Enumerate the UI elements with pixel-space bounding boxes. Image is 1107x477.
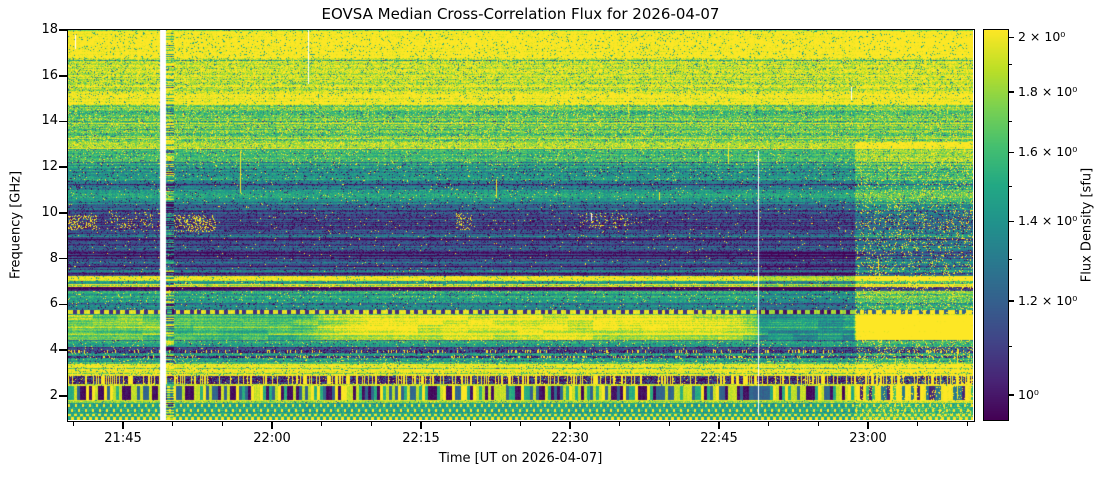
x-tick-label: 22:30 [551,431,589,446]
colorbar-gradient [984,30,1008,420]
x-major-tick [569,421,571,429]
y-tick-label: 12 [41,159,58,175]
y-tick-label: 6 [49,296,58,312]
x-tick-label: 22:15 [402,431,440,446]
y-tick [59,212,67,214]
colorbar-tick [1009,91,1014,93]
colorbar-tick-label: 10⁰ [1018,386,1039,402]
colorbar-label: Flux Density [sfu] [1079,167,1095,283]
y-tick [59,257,67,260]
colorbar-minor-tick [1009,345,1012,347]
y-tick-label: 16 [41,67,58,83]
y-tick [59,29,67,31]
y-tick [59,74,67,77]
y-tick-label: 10 [41,204,58,220]
colorbar-tick [1009,300,1014,302]
colorbar-minor-tick [1009,259,1012,261]
colorbar-tick [1009,36,1014,39]
y-tick [59,120,67,123]
colorbar-minor-tick [1009,63,1012,65]
x-minor-tick [768,421,770,426]
x-minor-tick [917,421,919,426]
y-tick [59,394,67,397]
x-minor-tick [470,421,472,426]
colorbar-tick-label: 1.2 × 10⁰ [1018,292,1078,308]
x-minor-tick [370,421,372,426]
colorbar-tick-label: 1.4 × 10⁰ [1018,213,1078,229]
x-minor-tick [966,421,968,426]
colorbar-tick-label: 1.6 × 10⁰ [1018,144,1078,160]
x-major-tick [271,421,273,429]
y-axis-label: Frequency [GHz] [8,170,24,280]
colorbar-tick [1009,220,1014,223]
x-major-tick [420,421,422,429]
colorbar-tick [1009,152,1014,154]
colorbar-tick-label: 2 × 10⁰ [1018,29,1066,45]
x-minor-tick [221,421,223,426]
x-major-tick [122,421,124,429]
colorbar-tick-label: 1.8 × 10⁰ [1018,83,1078,99]
x-minor-tick [668,421,670,426]
x-tick-label: 23:00 [849,431,887,446]
x-tick-label: 21:45 [104,431,142,446]
y-tick [59,166,67,168]
x-tick-label: 22:45 [700,431,738,446]
x-minor-tick [519,421,521,426]
y-tick-label: 4 [49,342,58,358]
x-axis-label: Time [UT on 2026-04-07] [438,451,603,466]
x-minor-tick [172,421,174,426]
y-tick-label: 8 [49,250,58,266]
spectrogram-heatmap [68,30,973,420]
colorbar-minor-tick [1009,120,1012,122]
y-tick [59,303,67,306]
x-minor-tick [72,421,74,426]
colorbar-minor-tick [1009,185,1012,187]
x-tick-label: 22:00 [253,431,291,446]
x-major-tick [718,421,720,429]
y-tick-label: 2 [49,387,58,403]
x-major-tick [867,421,869,429]
x-minor-tick [817,421,819,426]
plot-title: EOVSA Median Cross-Correlation Flux for … [321,5,720,23]
colorbar-tick [1009,394,1014,396]
x-minor-tick [619,421,621,426]
y-tick-label: 14 [41,113,58,129]
y-tick-label: 18 [41,22,58,37]
y-tick [59,349,67,351]
x-minor-tick [321,421,323,426]
